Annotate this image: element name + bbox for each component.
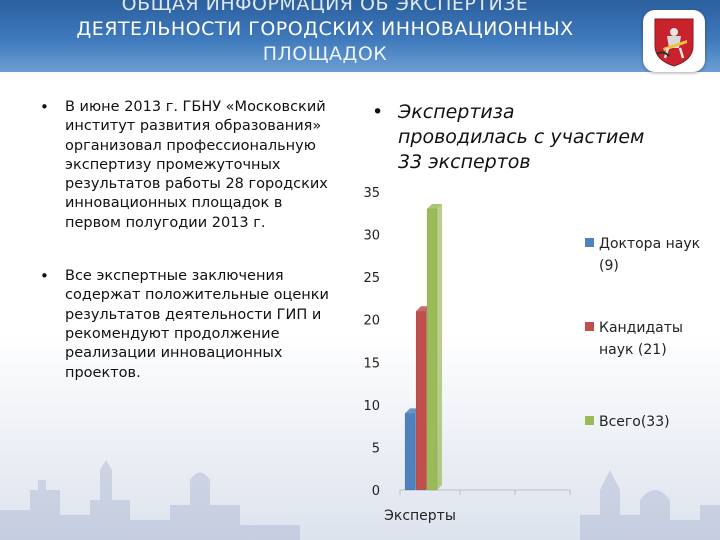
moscow-coat-of-arms-icon xyxy=(643,10,705,72)
y-tick-label: 20 xyxy=(363,314,380,329)
legend-label-2: Всего(33) xyxy=(599,414,670,430)
x-category-label: Эксперты xyxy=(384,508,456,524)
y-tick-label: 0 xyxy=(372,484,380,499)
bar-0 xyxy=(404,413,416,491)
legend-swatch-1 xyxy=(585,322,594,331)
y-tick-label: 35 xyxy=(363,186,380,201)
experts-bar-chart: 0 5 10 15 20 25 30 35 Эксперты Доктора наук (9) Кан… xyxy=(363,186,700,524)
city-skyline-decoration xyxy=(0,460,720,540)
bullet-expertise-organized: В июне 2013 г. ГБНУ «Московский институт… xyxy=(40,98,340,233)
bar-side-2 xyxy=(437,204,442,490)
bar-top-2 xyxy=(427,204,442,210)
legend-swatch-2 xyxy=(585,416,594,425)
left-text-column: В июне 2013 г. ГБНУ «Московский институт… xyxy=(40,98,340,383)
header-banner: ОБЩАЯ ИНФОРМАЦИЯ ОБ ЭКСПЕРТИЗЕ ДЕЯТЕЛЬНО… xyxy=(0,0,720,72)
legend-label-1: Кандидаты xyxy=(599,320,683,336)
y-tick-label: 5 xyxy=(372,441,380,456)
title-line-1: ОБЩАЯ ИНФОРМАЦИЯ ОБ ЭКСПЕРТИЗЕ xyxy=(121,0,529,15)
y-tick-label: 15 xyxy=(363,356,380,371)
legend-label-0: Доктора наук xyxy=(599,236,700,252)
page-title: ОБЩАЯ ИНФОРМАЦИЯ ОБ ЭКСПЕРТИЗЕ ДЕЯТЕЛЬНО… xyxy=(0,0,650,67)
legend-label-0: (9) xyxy=(599,258,619,274)
y-tick-label: 30 xyxy=(363,229,380,244)
y-tick-label: 25 xyxy=(363,271,380,286)
legend-label-1: наук (21) xyxy=(599,342,667,358)
bar-2 xyxy=(426,208,438,491)
legend-swatch-0 xyxy=(585,238,594,247)
title-line-3: ПЛОЩАДОК xyxy=(262,43,388,65)
bullet-positive-conclusions: Все экспертные заключения содержат полож… xyxy=(40,267,340,383)
title-line-2: ДЕЯТЕЛЬНОСТИ ГОРОДСКИХ ИННОВАЦИОННЫХ xyxy=(76,18,574,40)
bar-1 xyxy=(415,310,427,491)
y-tick-label: 10 xyxy=(363,399,380,414)
bullet-experts-count: Экспертиза проводилась с участием 33 экс… xyxy=(372,100,648,175)
